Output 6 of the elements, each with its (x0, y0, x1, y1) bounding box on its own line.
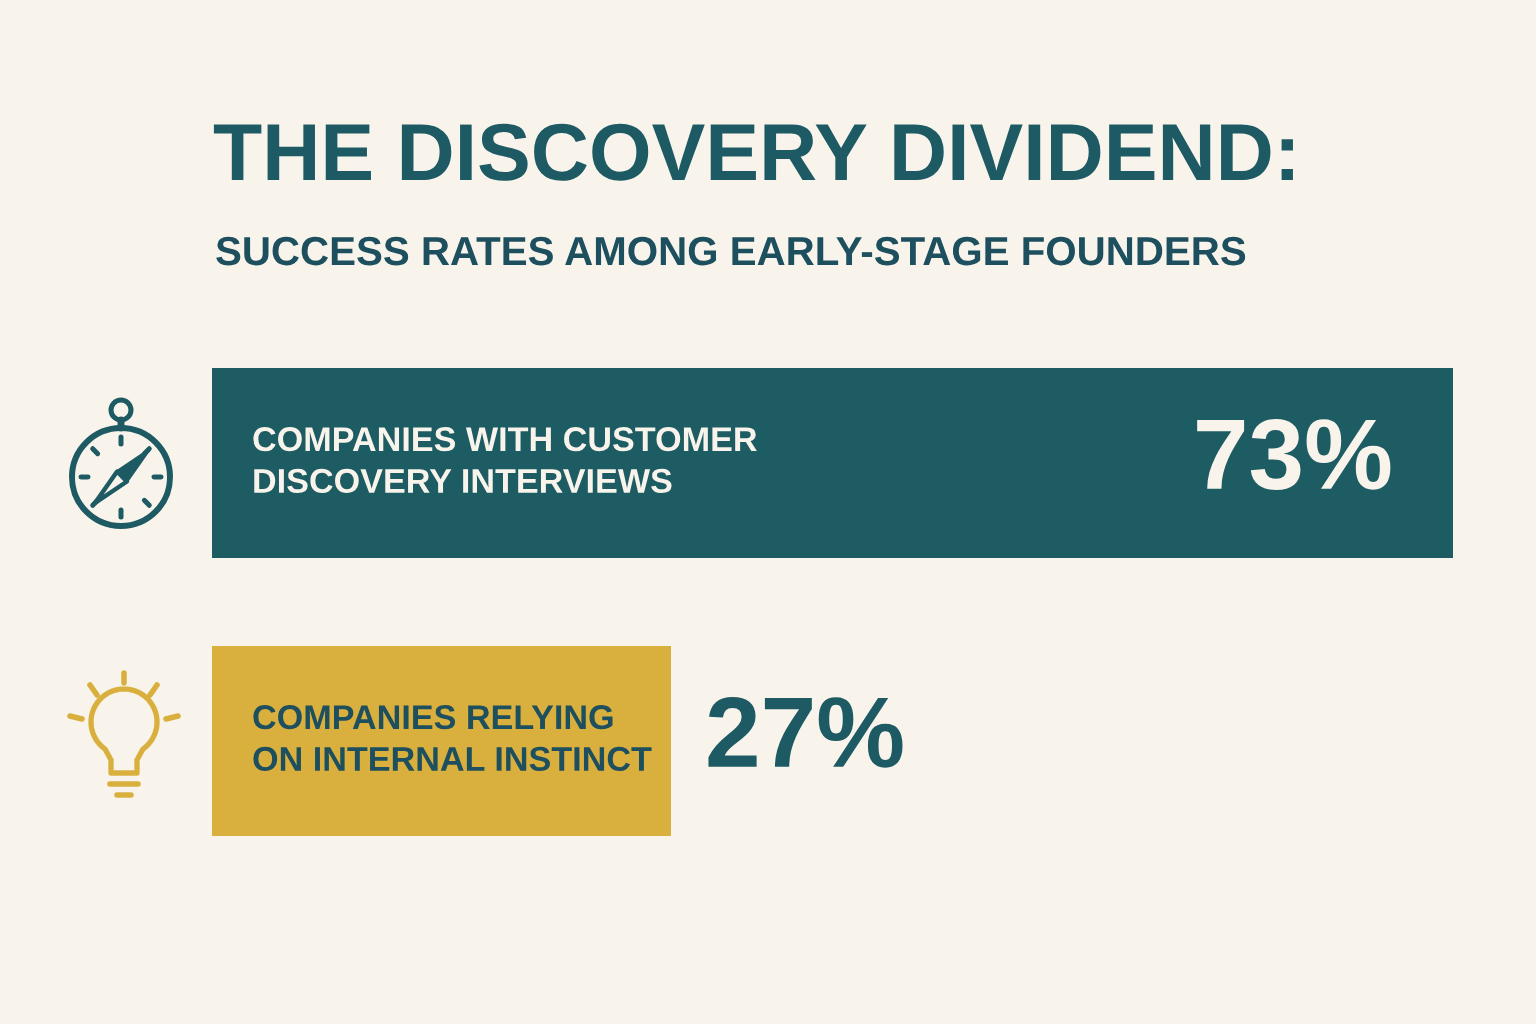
y-tick-label: COMPANIES WITH CUSTOMER DISCOVERY INTERVIEWS (253, 427, 757, 494)
data-label: 27% (708, 697, 903, 768)
chart-subtitle: SUCCESS RATES AMONG EARLY-STAGE FOUNDERS (216, 236, 1246, 266)
data-label: 73% (1197, 419, 1391, 490)
chart-title: THE DISCOVERY DIVIDEND: (213, 123, 1293, 181)
y-tick-label: COMPANIES RELYING ON INTERNAL INSTINCT (253, 705, 652, 772)
